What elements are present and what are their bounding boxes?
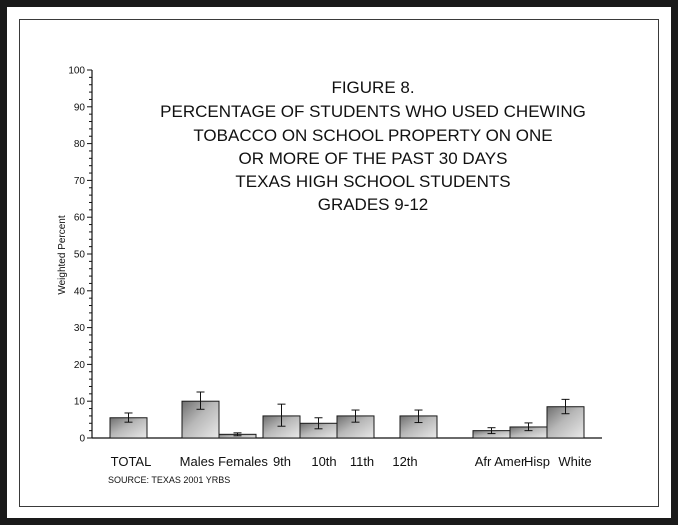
- title-line-3: TOBACCO ON SCHOOL PROPERTY ON ONE: [193, 126, 552, 145]
- bars: [109, 391, 585, 439]
- category-label: Females: [218, 454, 268, 469]
- y-tick-label: 40: [74, 286, 86, 297]
- category-label: 9th: [273, 454, 291, 469]
- category-label: Males: [180, 454, 215, 469]
- category-label: Hisp: [524, 454, 550, 469]
- y-tick-label: 30: [74, 323, 86, 334]
- title-line-4: OR MORE OF THE PAST 30 DAYS: [239, 149, 508, 168]
- title-line-5: TEXAS HIGH SCHOOL STUDENTS: [235, 172, 510, 191]
- y-tick-label: 60: [74, 213, 86, 224]
- y-axis-label: Weighted Percent: [57, 215, 68, 295]
- y-tick-label: 80: [74, 139, 86, 150]
- y-tick-label: 70: [74, 176, 86, 187]
- y-tick-label: 0: [79, 434, 85, 445]
- y-tick-label: 100: [68, 66, 85, 77]
- y-tick-label: 50: [74, 250, 86, 261]
- category-label: 10th: [311, 454, 336, 469]
- y-tick-label: 20: [74, 360, 86, 371]
- category-label: Afr Amer: [475, 454, 526, 469]
- y-tick-label: 10: [74, 397, 86, 408]
- category-label: White: [558, 454, 591, 469]
- chart-title: FIGURE 8. PERCENTAGE OF STUDENTS WHO USED…: [160, 78, 586, 214]
- y-tick-label: 90: [74, 102, 86, 113]
- title-line-2: PERCENTAGE OF STUDENTS WHO USED CHEWING: [160, 102, 586, 121]
- source-note: SOURCE: TEXAS 2001 YRBS: [108, 475, 230, 485]
- category-label: 12th: [392, 454, 417, 469]
- title-line-1: FIGURE 8.: [331, 78, 414, 97]
- x-axis-labels: TOTAL Males Females 9th 10th 11th 12th Afr Amer…: [111, 454, 592, 469]
- category-label: TOTAL: [111, 454, 152, 469]
- chart-inner-border: [19, 19, 659, 507]
- category-label: 11th: [350, 454, 374, 469]
- title-line-6: GRADES 9-12: [318, 195, 429, 214]
- y-axis: 0 10 20 30 40 50 60 70 80 90 100: [68, 66, 602, 445]
- bar-white: [546, 406, 585, 439]
